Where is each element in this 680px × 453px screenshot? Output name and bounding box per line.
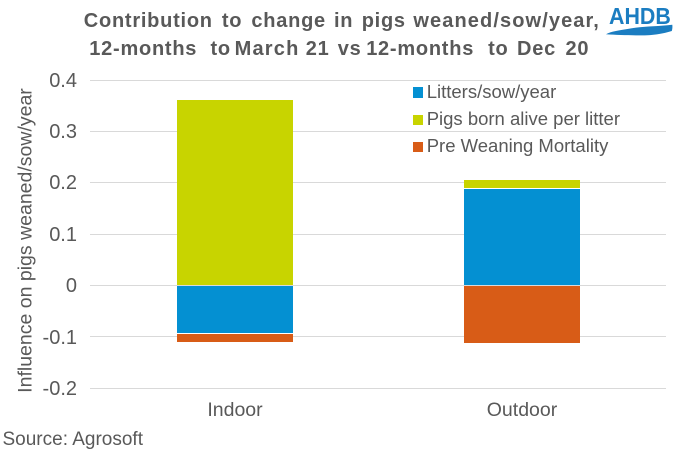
svg-text:AHDB: AHDB	[609, 3, 671, 29]
